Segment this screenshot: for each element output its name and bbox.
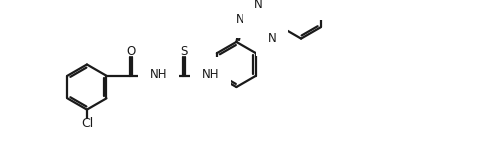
Text: Cl: Cl [81,117,93,130]
Text: N: N [255,0,263,11]
Text: NH: NH [149,68,167,81]
Text: S: S [180,45,187,58]
Text: N: N [268,32,276,45]
Text: O: O [126,45,136,58]
Text: N: N [236,13,244,26]
Text: NH: NH [202,68,219,81]
